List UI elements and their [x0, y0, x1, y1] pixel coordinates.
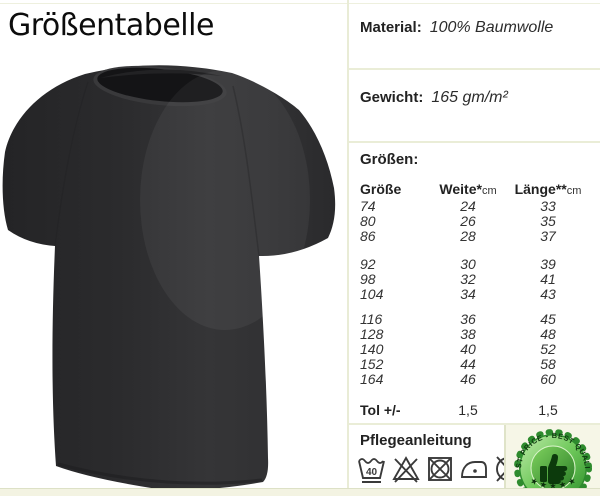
material-spec-row: Material: 100% Baumwolle: [360, 19, 553, 37]
care-badge-divider: [504, 425, 506, 488]
quality-badge: BEST PRICE - BEST QUALITY ★ ★ ★ ★ ★: [507, 426, 600, 495]
tolerance-label: Tol +/-: [360, 402, 430, 418]
care-section-label: Pflegeanleitung: [360, 432, 472, 449]
svg-text:40: 40: [366, 467, 378, 478]
chest-highlight: [140, 70, 310, 330]
do-not-bleach-icon: [391, 452, 421, 486]
care-icons-row: 40: [357, 452, 523, 486]
col-width-header: Weite*cm: [426, 181, 510, 197]
col-length-header: Länge**cm: [506, 181, 590, 197]
weight-value: 165 gm/m²: [431, 89, 507, 106]
table-row: 98 32 41: [348, 271, 600, 286]
table-row: 164 46 60: [348, 371, 600, 386]
table-row: 74 24 33: [348, 198, 600, 213]
table-row: 116 36 45: [348, 311, 600, 326]
table-row: 86 28 37: [348, 228, 600, 243]
page-title: Größentabelle: [8, 8, 214, 43]
weight-label: Gewicht:: [360, 89, 423, 106]
table-row: 80 26 35: [348, 213, 600, 228]
material-value: 100% Baumwolle: [430, 19, 554, 36]
tolerance-row: Tol +/- 1,5 1,5: [348, 402, 600, 417]
sizes-section-label: Größen:: [360, 151, 418, 168]
weight-spec-row: Gewicht: 165 gm/m²: [360, 89, 508, 107]
table-row: 140 40 52: [348, 341, 600, 356]
do-not-tumble-dry-icon: [425, 452, 455, 486]
table-row: 128 38 48: [348, 326, 600, 341]
wash-40-icon: 40: [357, 452, 387, 486]
size-table-header: Größe Weite*cm Länge**cm: [348, 181, 600, 196]
info-panel: Material: 100% Baumwolle Gewicht: 165 gm/m…: [348, 0, 600, 495]
table-row: 104 34 43: [348, 286, 600, 301]
table-row: 152 44 58: [348, 356, 600, 371]
col-size-header: Größe: [360, 181, 430, 197]
material-label: Material:: [360, 19, 422, 36]
iron-low-icon: [459, 452, 489, 486]
table-row: 92 30 39: [348, 256, 600, 271]
tshirt-product-image: [0, 60, 348, 490]
